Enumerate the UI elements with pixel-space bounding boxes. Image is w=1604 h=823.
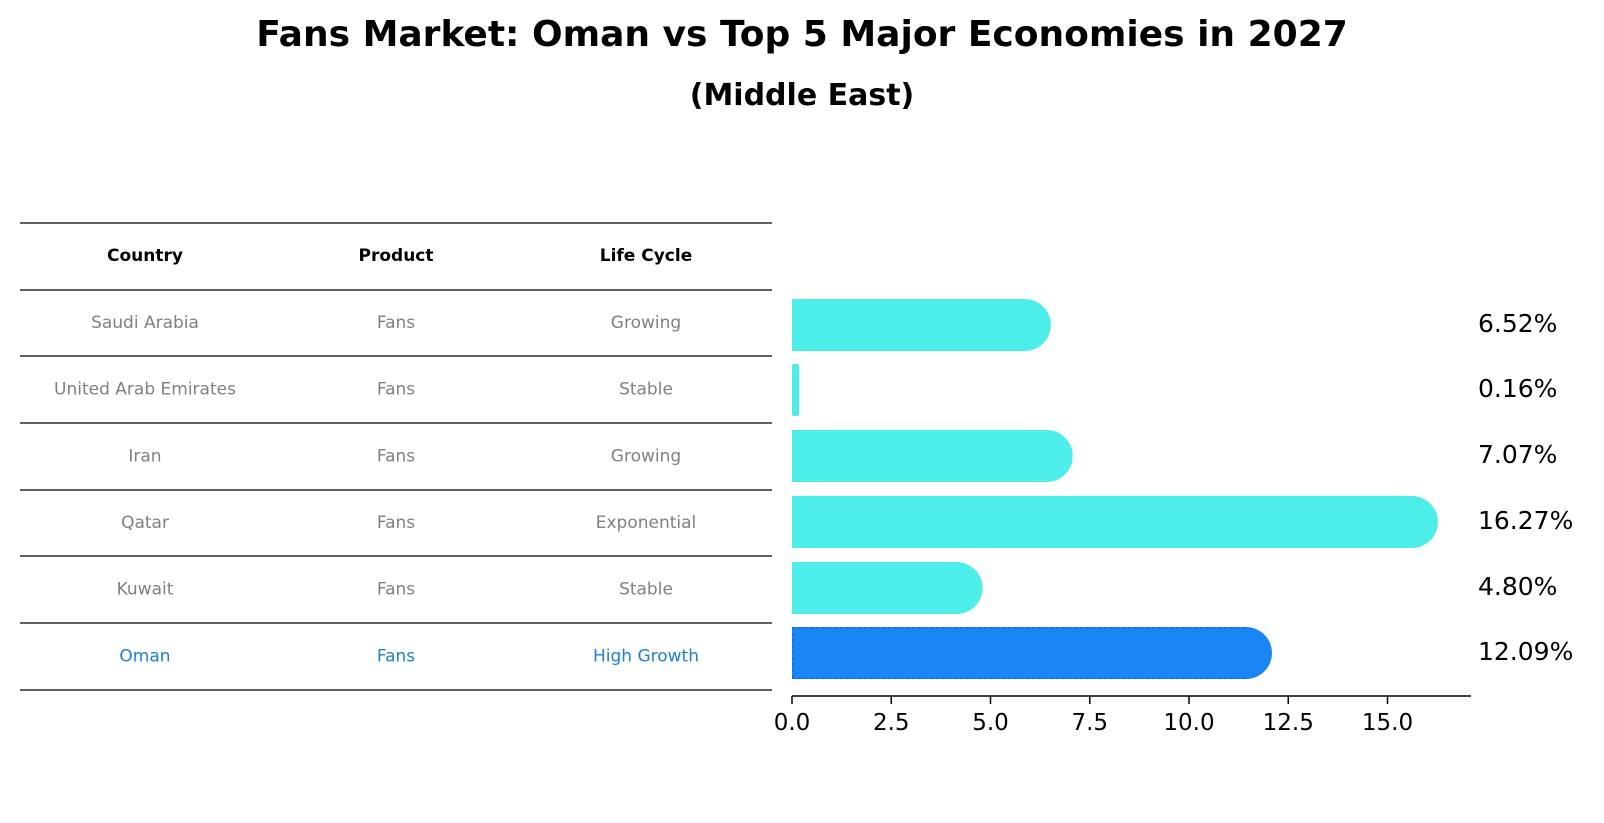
cell-product: Fans [377, 580, 415, 600]
header-product: Product [359, 246, 434, 266]
bar-kuwait [792, 562, 983, 614]
cell-product: Fans [377, 313, 415, 333]
x-tick-label: 12.5 [1263, 710, 1314, 736]
value-label: 0.16% [1478, 374, 1557, 403]
value-label: 16.27% [1478, 506, 1573, 535]
x-tick-label: 10.0 [1163, 710, 1214, 736]
value-label: 6.52% [1478, 309, 1557, 338]
x-tick-label: 0.0 [774, 710, 811, 736]
cell-product: Fans [377, 647, 415, 667]
header-country: Country [107, 246, 183, 266]
value-label: 4.80% [1478, 572, 1557, 601]
chart-title: Fans Market: Oman vs Top 5 Major Economi… [256, 14, 1348, 55]
cell-product: Fans [377, 447, 415, 467]
cell-life-cycle: High Growth [593, 647, 699, 667]
cell-country: Saudi Arabia [91, 313, 199, 333]
x-tick-label: 15.0 [1362, 710, 1413, 736]
cell-life-cycle: Growing [611, 313, 681, 333]
chart-subtitle: (Middle East) [689, 78, 915, 113]
bar-series [792, 299, 1438, 679]
bar-shape [792, 299, 1051, 351]
cell-life-cycle: Stable [619, 580, 673, 600]
x-tick-label: 2.5 [873, 710, 910, 736]
country-table: Country Product Life Cycle Saudi Arabia Fans… [20, 222, 772, 691]
bar-shape [792, 496, 1438, 548]
cell-country: Oman [119, 647, 170, 667]
cell-country: United Arab Emirates [54, 380, 236, 400]
x-axis: 0.0 2.5 5.0 7.5 10.0 12.5 15.0 [774, 695, 1471, 736]
bar-iran [792, 430, 1073, 482]
cell-life-cycle: Growing [611, 447, 681, 467]
cell-life-cycle: Stable [619, 380, 673, 400]
x-tick-label: 5.0 [972, 710, 1009, 736]
bar-shape [792, 364, 799, 416]
bar-qatar [792, 496, 1438, 548]
cell-country: Qatar [121, 513, 169, 533]
bar-oman [792, 627, 1272, 679]
bar-united-arab-emirates [792, 364, 799, 416]
value-labels: 6.52% 0.16% 7.07% 16.27% 4.80% 12.09% [1478, 309, 1573, 666]
value-label: 7.07% [1478, 440, 1557, 469]
cell-country: Kuwait [117, 580, 174, 600]
cell-product: Fans [377, 380, 415, 400]
cell-product: Fans [377, 513, 415, 533]
header-life-cycle: Life Cycle [600, 246, 693, 266]
bar-shape [792, 562, 983, 614]
bar-shape [792, 627, 1272, 679]
x-tick-label: 7.5 [1071, 710, 1108, 736]
bar-saudi-arabia [792, 299, 1051, 351]
cell-life-cycle: Exponential [596, 513, 697, 533]
bar-shape [792, 430, 1073, 482]
value-label: 12.09% [1478, 637, 1573, 666]
cell-country: Iran [128, 447, 161, 467]
